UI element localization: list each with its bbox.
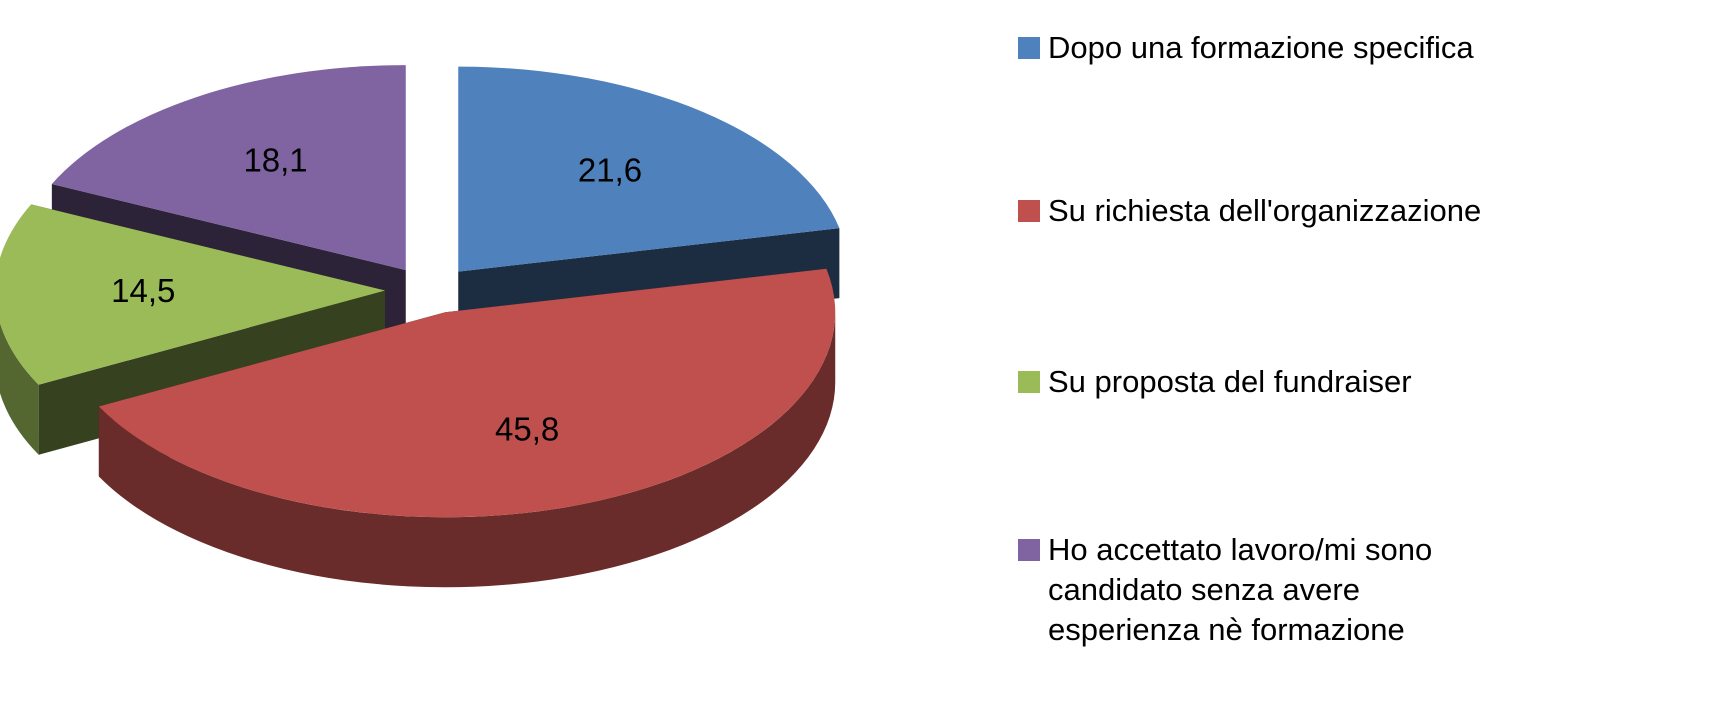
legend-item: Su proposta del fundraiser	[1018, 362, 1518, 402]
legend-label: Ho accettato lavoro/mi sono candidato se…	[1048, 532, 1433, 647]
legend-label: Su proposta del fundraiser	[1048, 364, 1412, 399]
legend-swatch	[1018, 37, 1040, 59]
data-label: 18,1	[243, 142, 307, 179]
pie-slice	[51, 65, 406, 271]
data-label: 21,6	[578, 151, 642, 188]
legend-item: Ho accettato lavoro/mi sono candidato se…	[1018, 530, 1518, 650]
pie-slice	[98, 268, 836, 518]
pie-slice	[0, 204, 386, 385]
legend-item: Su richiesta dell'organizzazione	[1018, 191, 1518, 231]
legend-swatch	[1018, 539, 1040, 561]
data-label: 45,8	[495, 411, 559, 448]
legend-swatch	[1018, 371, 1040, 393]
slice-wall	[98, 312, 836, 588]
slice-wall	[0, 323, 39, 455]
legend-label: Su richiesta dell'organizzazione	[1048, 193, 1482, 228]
pie-slice	[458, 66, 840, 272]
data-label: 14,5	[111, 272, 175, 309]
chart: 21,6 45,8 14,5 18,1	[0, 65, 840, 588]
legend-swatch	[1018, 200, 1040, 222]
legend-label: Dopo una formazione specifica	[1048, 30, 1474, 65]
legend-item: Dopo una formazione specifica	[1018, 28, 1518, 68]
